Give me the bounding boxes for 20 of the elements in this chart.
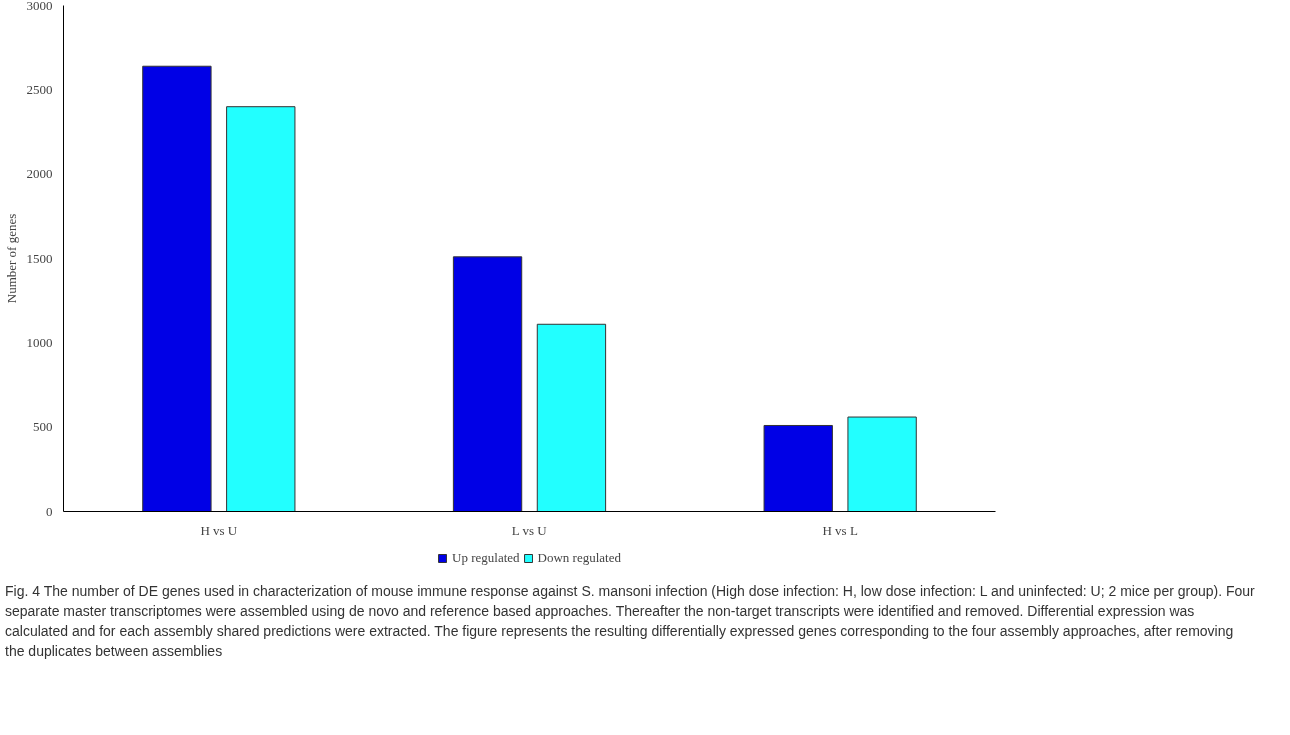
y-axis-title: Number of genes <box>3 213 19 304</box>
y-tick-label: 3000 <box>26 0 53 13</box>
bar <box>536 323 607 512</box>
x-tick-label: L vs U <box>511 522 548 538</box>
legend-label: Down regulated <box>537 550 621 566</box>
y-tick-label: 1500 <box>26 250 53 266</box>
y-tick-label: 500 <box>33 419 53 435</box>
y-tick-label: 0 <box>46 503 53 519</box>
bar <box>142 65 212 512</box>
y-tick-label: 2500 <box>26 81 53 97</box>
y-tick-label: 2000 <box>26 166 53 182</box>
bar <box>763 424 833 512</box>
legend-label: Up regulated <box>452 550 520 566</box>
bar <box>847 416 917 512</box>
x-tick-label: H vs L <box>822 522 858 538</box>
caption: Fig. 4 The number of DE genes used in characterization of mouse immune response against S. mansoni infection (High dose infection: H, low dose infection: L and uninfected: U; 2 mice per group). Four separate master transcriptomes were assembled using de novo and reference based approaches. Thereafter the non-target transcripts were identified and removed. Differential expression was calculated and for each assembly shared predictions were extracted. The figure represents the resulting differentially expressed genes corresponding to the four assembly approaches, after removing the duplicates between assemblies <box>5 582 1255 661</box>
bar <box>452 256 523 512</box>
x-tick-label: H vs U <box>200 522 238 538</box>
y-tick-label: 1000 <box>26 334 53 350</box>
bar <box>226 106 296 512</box>
